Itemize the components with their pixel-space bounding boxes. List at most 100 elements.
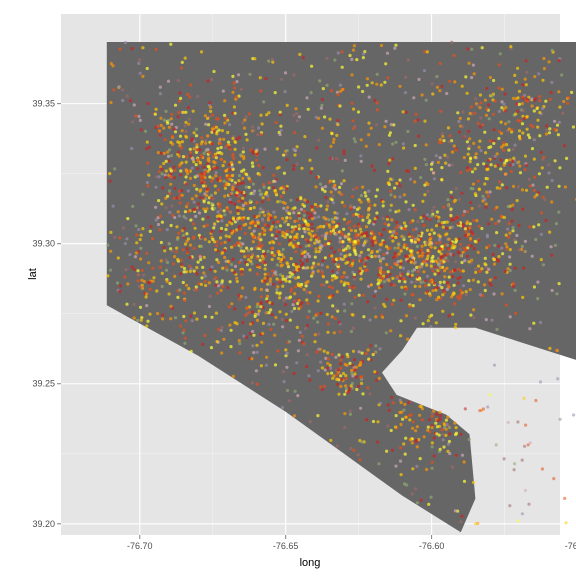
data-point (378, 347, 382, 351)
data-point (236, 209, 240, 213)
data-point (511, 281, 516, 286)
data-point (111, 204, 115, 208)
data-point (361, 218, 365, 222)
data-point (370, 230, 374, 234)
data-point (488, 190, 492, 194)
data-point (391, 231, 395, 235)
data-point (463, 209, 467, 214)
data-point (314, 247, 318, 251)
data-point (357, 293, 361, 297)
data-point (313, 264, 317, 268)
data-point (245, 335, 249, 339)
data-point (338, 104, 342, 108)
data-point (385, 217, 389, 221)
data-point (373, 203, 377, 207)
data-point (222, 209, 226, 213)
data-point (354, 375, 359, 379)
data-point (251, 329, 255, 334)
data-point (452, 283, 456, 287)
data-point (209, 193, 214, 197)
data-point (349, 207, 353, 211)
data-point (458, 275, 462, 279)
data-point (230, 191, 234, 195)
data-point (337, 392, 341, 396)
data-point (411, 467, 415, 471)
data-point (178, 288, 182, 292)
data-point (422, 69, 427, 73)
data-point (166, 79, 171, 83)
data-point (439, 266, 443, 270)
data-point (155, 175, 159, 179)
data-point (408, 438, 412, 442)
data-point (258, 232, 262, 236)
data-point (134, 224, 138, 228)
data-point (275, 288, 279, 292)
data-point (174, 250, 178, 254)
data-point (463, 227, 467, 231)
data-point (308, 291, 312, 295)
data-point (338, 330, 342, 334)
data-point (271, 60, 275, 64)
data-point (136, 318, 140, 322)
data-point (138, 58, 142, 62)
data-point (261, 249, 265, 253)
data-point (526, 133, 531, 137)
data-point (374, 241, 378, 245)
data-point (202, 151, 206, 155)
data-point (447, 140, 451, 144)
data-point (385, 275, 389, 279)
data-point (255, 263, 260, 267)
data-point (270, 225, 274, 229)
data-point (485, 164, 489, 168)
data-point (398, 459, 403, 463)
data-point (224, 265, 228, 270)
data-point (164, 258, 168, 262)
data-point (284, 209, 289, 213)
data-point (158, 133, 162, 137)
data-point (164, 159, 168, 163)
data-point (216, 210, 220, 214)
data-point (233, 140, 237, 144)
data-point (124, 267, 128, 272)
data-point (278, 273, 283, 277)
data-point (557, 90, 561, 94)
data-point (287, 399, 291, 403)
data-point (362, 260, 366, 264)
data-point (296, 265, 300, 269)
data-point (187, 209, 191, 213)
data-point (425, 241, 429, 245)
data-point (459, 254, 463, 258)
data-point (485, 246, 489, 250)
data-point (435, 432, 439, 436)
data-point (239, 294, 243, 298)
data-point (327, 218, 331, 222)
data-point (166, 150, 170, 154)
data-point (221, 89, 225, 93)
data-point (189, 154, 193, 158)
data-point (435, 74, 439, 79)
data-point (130, 47, 134, 51)
data-point (455, 295, 460, 299)
data-point (547, 60, 551, 64)
data-point (281, 230, 285, 234)
data-point (436, 160, 440, 164)
data-point (335, 211, 339, 216)
data-point (111, 64, 115, 68)
data-point (432, 177, 437, 181)
data-point (186, 172, 190, 176)
data-point (501, 143, 506, 147)
data-point (537, 172, 542, 176)
data-point (260, 254, 264, 258)
data-point (219, 214, 223, 218)
data-point (497, 129, 501, 134)
data-point (141, 46, 145, 50)
data-point (324, 234, 328, 238)
data-point (476, 103, 480, 107)
data-point (402, 193, 406, 197)
data-point (143, 129, 148, 133)
data-point (322, 349, 326, 353)
data-point (396, 246, 400, 250)
data-point (362, 243, 366, 247)
data-point (173, 186, 177, 190)
data-point (141, 74, 145, 78)
